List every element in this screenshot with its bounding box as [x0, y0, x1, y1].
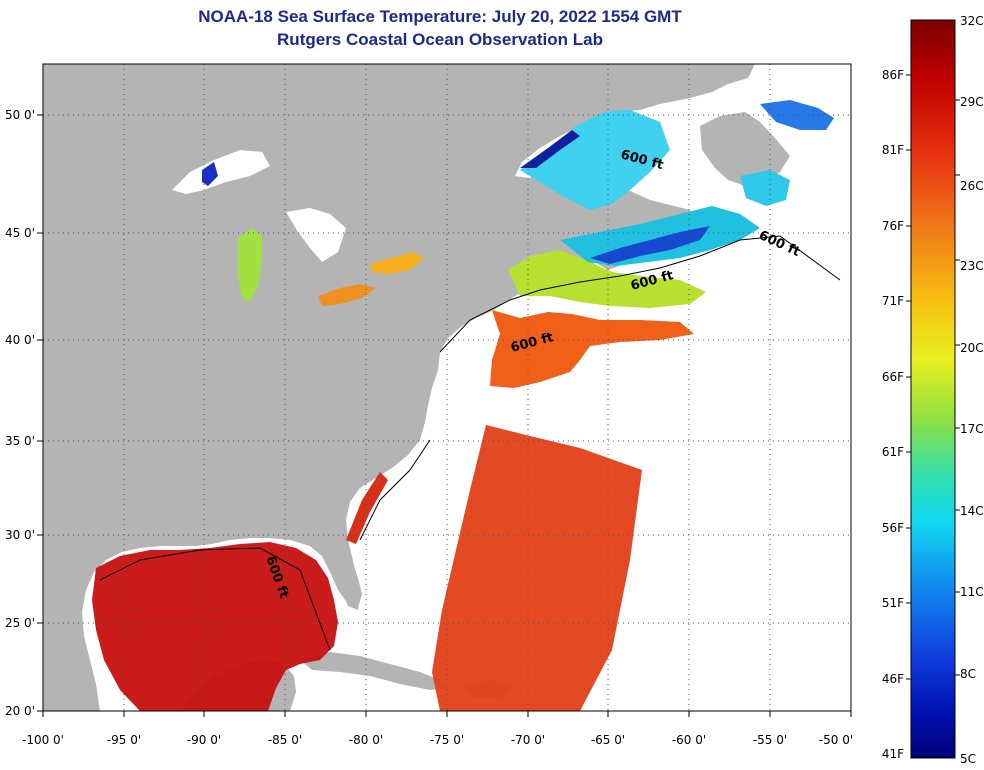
st-lawrence-cold — [520, 130, 580, 168]
lon-tick-label: -90 0' — [187, 733, 221, 747]
lon-tick-label: -85 0' — [268, 733, 302, 747]
colorbar-celsius-label: 29C — [960, 95, 984, 109]
colorbar-celsius-label: 26C — [960, 179, 984, 193]
map-subtitle: Rutgers Coastal Ocean Observation Lab — [277, 30, 603, 49]
lat-tick-label: 40 0' — [5, 333, 35, 347]
florida-land — [330, 540, 360, 610]
lat-tick-label: 20 0' — [5, 704, 35, 718]
colorbar-celsius-label: 11C — [960, 585, 984, 599]
colorbar-scale — [910, 19, 956, 759]
colorbar-fahrenheit-label: 61F — [882, 445, 904, 459]
north-america-land — [43, 64, 755, 711]
colorbar: 32C 29C 26C 23C 20C 17C 14C 11C 8C 5C 86… — [882, 14, 984, 766]
lake-erie — [370, 252, 424, 274]
lon-tick-label: -70 0' — [511, 733, 545, 747]
isobath-600ft — [99, 235, 841, 651]
newfoundland-shelf-sst — [740, 170, 790, 206]
newfoundland-land — [700, 112, 790, 186]
colorbar-celsius-label: 23C — [960, 259, 984, 273]
scotian-shelf-sst — [560, 206, 760, 266]
lake-superior — [172, 150, 270, 194]
colorbar-fahrenheit-label: 56F — [882, 521, 904, 535]
colorbar-fahrenheit-label: 71F — [882, 294, 904, 308]
st-lawrence-sst — [520, 110, 670, 210]
colorbar-celsius-label: 5C — [960, 752, 976, 766]
lake-superior-cold — [202, 162, 218, 186]
lat-tick-label: 45 0' — [5, 226, 35, 240]
colorbar-fahrenheit-label: 51F — [882, 596, 904, 610]
midatlantic-sst — [490, 310, 694, 388]
lake-huron — [286, 208, 346, 262]
lake-ontario — [318, 284, 376, 306]
lake-michigan — [238, 228, 262, 302]
labrador-sst — [760, 100, 834, 130]
longitude-axis: -100 0' -95 0' -90 0' -85 0' -80 0' -75 … — [22, 711, 853, 747]
lon-tick-label: -75 0' — [430, 733, 464, 747]
colorbar-fahrenheit-label: 76F — [882, 219, 904, 233]
latitude-axis: 20 0' 25 0' 30 0' 35 0' 40 0' 45 0' 50 0… — [5, 108, 43, 718]
lat-tick-label: 25 0' — [5, 616, 35, 630]
gulf-of-maine-sst — [508, 250, 706, 308]
lat-tick-label: 50 0' — [5, 108, 35, 122]
colorbar-fahrenheit-label: 81F — [882, 143, 904, 157]
colorbar-celsius-label: 32C — [960, 14, 984, 28]
gulf-sst — [92, 542, 338, 711]
colorbar-fahrenheit-label: 86F — [882, 68, 904, 82]
colorbar-ticks — [906, 74, 960, 680]
lon-tick-label: -95 0' — [107, 733, 141, 747]
lon-tick-label: -65 0' — [591, 733, 625, 747]
gulfstream-sst — [346, 472, 388, 544]
colorbar-fahrenheit-label: 41F — [882, 747, 904, 761]
colorbar-celsius-label: 8C — [960, 667, 976, 681]
lon-tick-label: -60 0' — [672, 733, 706, 747]
cuba-land — [300, 652, 448, 690]
scotian-shelf-cold — [590, 226, 710, 264]
lon-tick-label: -100 0' — [22, 733, 64, 747]
colorbar-celsius-label: 20C — [960, 341, 984, 355]
lat-tick-label: 35 0' — [5, 434, 35, 448]
colorbar-fahrenheit-label: 66F — [882, 370, 904, 384]
atlantic-sst-swath — [432, 425, 642, 711]
lon-tick-label: -80 0' — [349, 733, 383, 747]
colorbar-celsius-label: 17C — [960, 422, 984, 436]
colorbar-celsius-label: 14C — [960, 504, 984, 518]
lat-tick-label: 30 0' — [5, 528, 35, 542]
lon-tick-label: -55 0' — [753, 733, 787, 747]
lon-tick-label: -50 0' — [819, 733, 853, 747]
colorbar-fahrenheit-label: 46F — [882, 672, 904, 686]
map-title: NOAA-18 Sea Surface Temperature: July 20… — [198, 7, 682, 26]
